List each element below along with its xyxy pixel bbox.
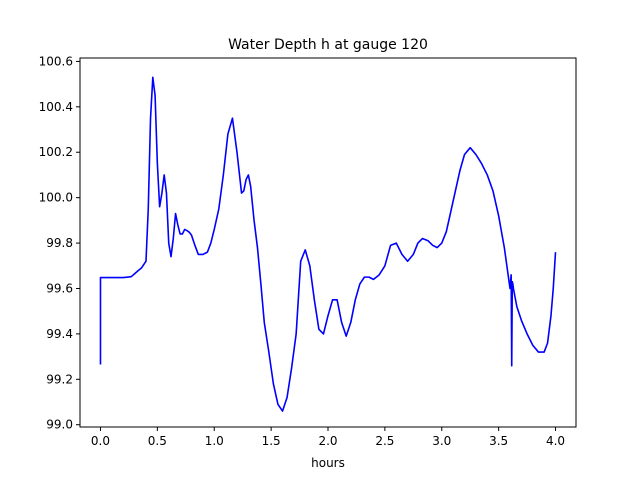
y-tick-label: 100.2 — [39, 145, 73, 159]
x-tick-label: 4.0 — [546, 434, 565, 448]
y-tick-label: 99.2 — [46, 372, 73, 386]
x-tick-label: 2.0 — [318, 434, 337, 448]
y-tick-label: 99.0 — [46, 418, 73, 432]
x-tick-label: 0.0 — [91, 434, 110, 448]
y-tick-label: 99.8 — [46, 236, 73, 250]
x-tick-label: 3.0 — [432, 434, 451, 448]
y-tick-label: 100.4 — [39, 100, 73, 114]
x-axis-label: hours — [311, 456, 345, 470]
x-tick-label: 1.0 — [205, 434, 224, 448]
x-axis: 0.0 0.5 1.0 1.5 2.0 2.5 3.0 3.5 4.0 — [91, 427, 565, 448]
y-axis: 99.0 99.2 99.4 99.6 99.8 100.0 100.2 100.4 100.6 — [39, 54, 80, 432]
x-tick-label: 2.5 — [375, 434, 394, 448]
chart-title: Water Depth h at gauge 120 — [228, 37, 428, 53]
x-tick-label: 0.5 — [148, 434, 167, 448]
x-tick-label: 1.5 — [262, 434, 281, 448]
x-tick-label: 3.5 — [489, 434, 508, 448]
y-tick-label: 99.6 — [46, 281, 73, 295]
y-tick-label: 100.0 — [39, 191, 73, 205]
y-tick-label: 99.4 — [46, 327, 73, 341]
series-line-h — [99, 76, 557, 412]
y-tick-label: 100.6 — [39, 54, 73, 68]
